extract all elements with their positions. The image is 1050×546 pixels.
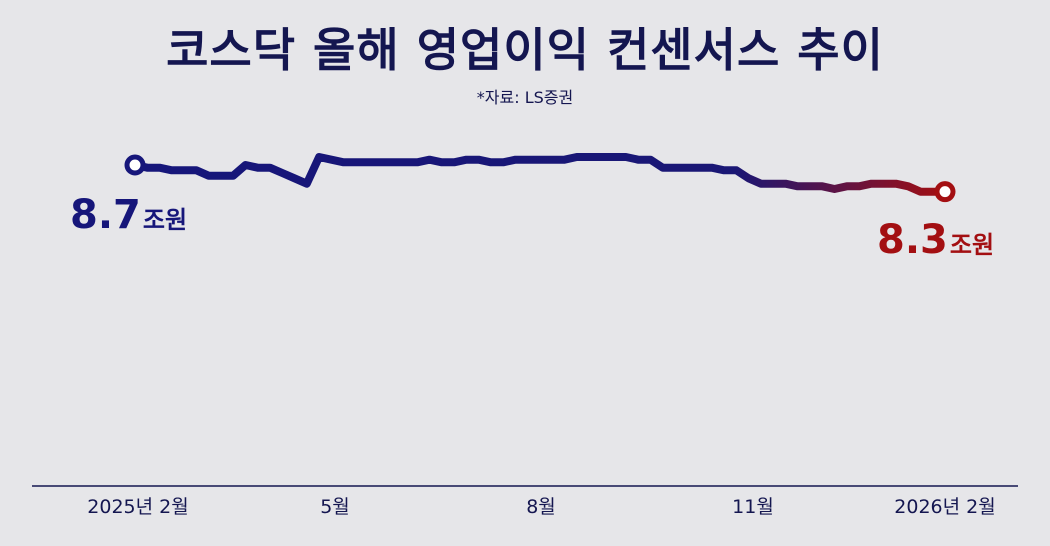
end-unit: 조원 [950, 231, 994, 259]
start-point-marker [124, 154, 146, 176]
end-point-marker [934, 181, 956, 203]
x-tick-label: 2025년 2월 [87, 496, 188, 518]
start-value-label: 8.7조원 [70, 192, 187, 238]
x-tick-label: 11월 [732, 496, 774, 518]
x-tick-label: 5월 [320, 496, 350, 518]
series-line [131, 153, 949, 196]
end-value: 8.3 [877, 217, 948, 263]
x-tick-label: 8월 [526, 496, 556, 518]
x-axis-ticks: 2025년 2월 5월 8월 11월 2026년 2월 [87, 496, 995, 518]
x-tick-label: 2026년 2월 [894, 496, 995, 518]
chart-title: 코스닥 올해 영업이익 컨센서스 추이 [166, 23, 884, 77]
start-value: 8.7 [70, 192, 141, 238]
source-note: *자료: LS증권 [476, 88, 574, 107]
end-value-label: 8.3조원 [877, 217, 994, 263]
start-unit: 조원 [143, 206, 187, 234]
